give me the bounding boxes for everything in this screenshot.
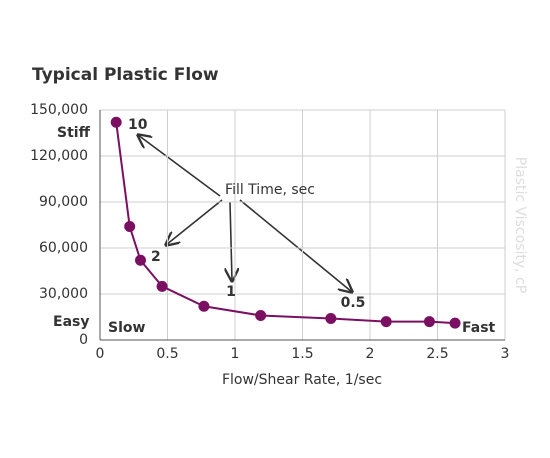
point: [380, 316, 392, 328]
arrows: [138, 135, 352, 292]
point: [198, 300, 210, 312]
annotation: 10: [128, 117, 148, 133]
annotation: Fill Time, sec: [225, 182, 315, 198]
x-tick-label: 2: [366, 346, 375, 362]
point: [156, 280, 168, 292]
point: [110, 116, 122, 128]
point: [423, 316, 435, 328]
x-tick-label: 0: [96, 346, 105, 362]
x-tick-label: 1.5: [291, 346, 313, 362]
annotation: 1: [226, 284, 236, 300]
x-tick-label: 2.5: [426, 346, 448, 362]
y-tick-label: 60,000: [39, 240, 88, 256]
y-tick-label: 90,000: [39, 194, 88, 210]
annotation: Slow: [108, 320, 146, 336]
y-tick-label: 0: [79, 332, 88, 348]
annotation: 2: [151, 249, 161, 265]
x-tick-label: 3: [501, 346, 510, 362]
x-axis-label: Flow/Shear Rate, 1/sec: [222, 372, 382, 388]
annotation: Easy: [53, 314, 89, 330]
y-tick-label: 120,000: [30, 148, 88, 164]
annotation: 0.5: [341, 295, 366, 311]
point: [135, 254, 146, 266]
point: [449, 317, 461, 329]
annotation: Fast: [462, 320, 496, 336]
line: [115, 122, 456, 325]
chart-title: Typical Plastic Flow: [32, 65, 219, 85]
annotation: Stiff: [57, 125, 91, 141]
point: [255, 309, 267, 321]
x-tick-label: 1: [231, 346, 240, 362]
point: [124, 221, 136, 233]
y-axis-label: Plastic Viscosity, cP: [512, 157, 528, 293]
point: [325, 313, 337, 325]
y-tick-label: 150,000: [30, 102, 88, 118]
x-tick-label: 0.5: [156, 346, 178, 362]
y-tick-label: 30,000: [39, 286, 88, 302]
